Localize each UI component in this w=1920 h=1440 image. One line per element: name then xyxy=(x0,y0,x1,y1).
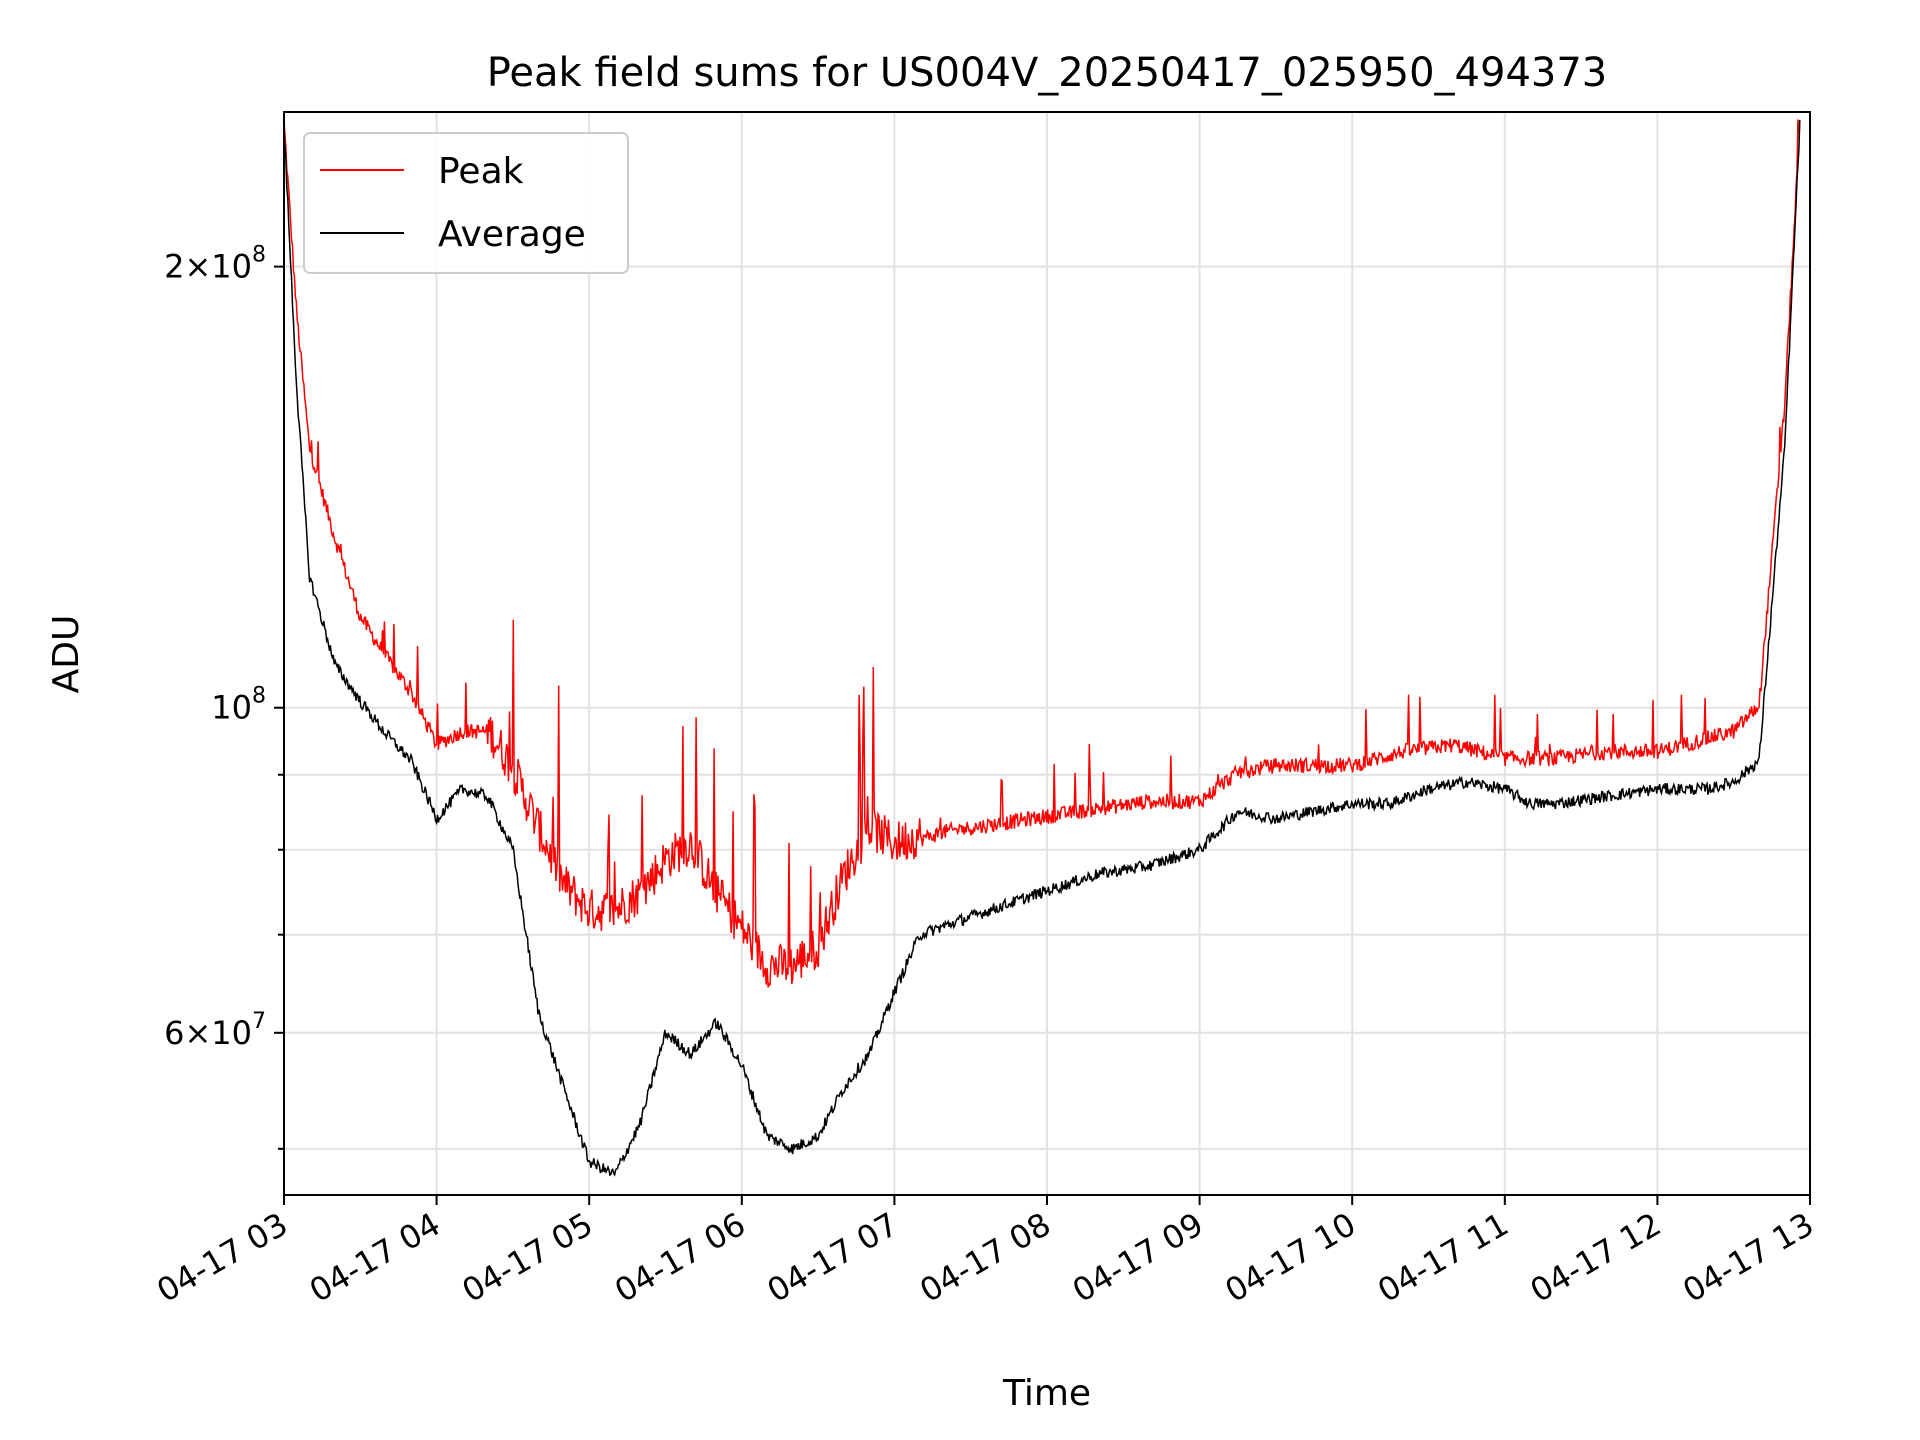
legend-box xyxy=(303,132,629,274)
x-tick-label: 04-17 07 xyxy=(761,1205,905,1310)
legend-label-average: Average xyxy=(438,214,586,255)
y-tick-label-base: 10 xyxy=(211,689,252,727)
x-tick-label: 04-17 13 xyxy=(1676,1205,1820,1310)
x-tick-label: 04-17 12 xyxy=(1524,1205,1668,1310)
y-tick-label-base: 6×10 xyxy=(164,1014,252,1052)
y-axis-label: ADU xyxy=(46,615,87,694)
x-tick-label: 04-17 03 xyxy=(150,1205,294,1310)
x-tick-label: 04-17 10 xyxy=(1219,1205,1363,1310)
x-tick-label: 04-17 08 xyxy=(913,1205,1057,1310)
series-line-peak xyxy=(284,119,1801,988)
y-tick-label-exponent: 8 xyxy=(252,684,266,709)
x-tick-label: 04-17 09 xyxy=(1066,1205,1210,1310)
x-axis-label: Time xyxy=(1002,1373,1091,1414)
y-tick-label: 2×108 xyxy=(164,243,266,286)
x-tick-label: 04-17 05 xyxy=(456,1205,600,1310)
x-axis-ticks: 04-17 03 04-17 04 04-17 05 04-17 06 04-17 07… xyxy=(150,1195,1820,1310)
series-line-average xyxy=(284,119,1801,1177)
legend-label-peak: Peak xyxy=(438,151,524,192)
y-tick-label-base: 2×10 xyxy=(164,248,252,286)
chart-title: Peak field sums for US004V_20250417_0259… xyxy=(487,50,1608,96)
legend: Peak Average xyxy=(303,132,629,274)
plot-area xyxy=(284,119,1801,1177)
x-tick-label: 04-17 04 xyxy=(303,1205,447,1310)
y-tick-label: 6×107 xyxy=(164,1009,266,1052)
x-tick-label: 04-17 11 xyxy=(1371,1205,1515,1310)
y-tick-label-exponent: 7 xyxy=(252,1009,266,1034)
y-tick-label: 108 xyxy=(211,684,266,727)
y-tick-label-exponent: 8 xyxy=(252,243,266,268)
x-tick-label: 04-17 06 xyxy=(608,1205,752,1310)
